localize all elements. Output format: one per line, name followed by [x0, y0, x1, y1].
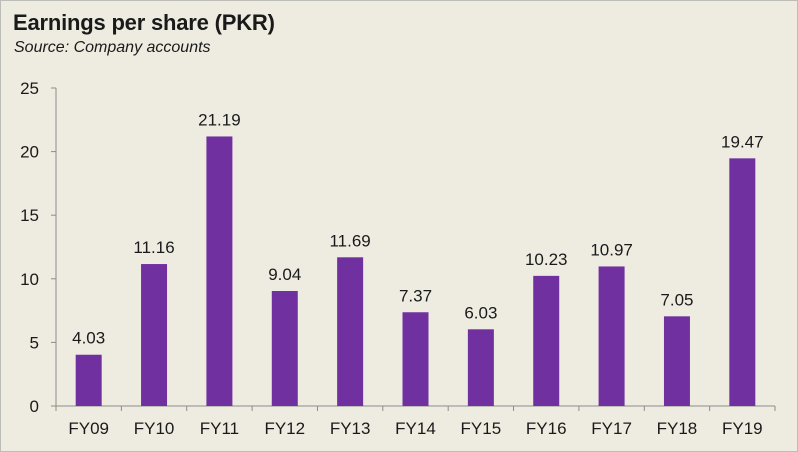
y-tick-label: 10 — [20, 270, 39, 289]
y-tick-label: 25 — [20, 79, 39, 98]
bar-fy09 — [75, 354, 102, 406]
x-axis: FY09 FY10 FY11 FY12 FY13 FY14 FY15 FY16 FY17 FY18… — [55, 405, 776, 438]
data-label: 7.37 — [399, 286, 432, 305]
x-tick-label: FY19 — [722, 419, 763, 438]
bars — [75, 136, 756, 406]
data-label: 7.05 — [660, 290, 693, 309]
x-tick-label: FY13 — [330, 419, 371, 438]
y-axis: 0 5 10 15 20 25 — [20, 79, 57, 416]
data-label: 10.23 — [525, 250, 568, 269]
data-label: 11.69 — [329, 231, 370, 250]
bar-fy16 — [533, 275, 560, 406]
y-tick-label: 15 — [20, 206, 39, 225]
x-tick-label: FY14 — [395, 419, 436, 438]
chart-title: Earnings per share (PKR) — [13, 10, 275, 35]
y-tick-label: 20 — [20, 143, 39, 162]
bar-fy13 — [337, 257, 364, 406]
bar-fy19 — [729, 158, 756, 406]
data-label: 21.19 — [198, 110, 241, 129]
bar-fy18 — [663, 316, 690, 406]
y-tick-label: 5 — [30, 333, 39, 352]
x-tick-label: FY10 — [134, 419, 175, 438]
x-tick-label: FY17 — [591, 419, 632, 438]
data-labels: 4.03 11.16 21.19 9.04 11.69 7.37 6.03 10.23 10.9… — [72, 110, 763, 347]
x-tick-label: FY18 — [657, 419, 698, 438]
data-label: 4.03 — [72, 329, 105, 348]
bar-fy15 — [467, 329, 494, 406]
bar-fy10 — [141, 264, 168, 406]
data-label: 9.04 — [268, 265, 301, 284]
chart-subtitle: Source: Company accounts — [14, 39, 211, 56]
y-tick-label: 0 — [30, 397, 39, 416]
data-label: 6.03 — [464, 303, 497, 322]
data-label: 11.16 — [133, 238, 174, 257]
bar-fy12 — [271, 291, 298, 406]
bar-fy17 — [598, 266, 625, 406]
x-tick-label: FY11 — [200, 419, 239, 438]
x-tick-label: FY12 — [264, 419, 305, 438]
x-tick-label: FY16 — [526, 419, 567, 438]
x-tick-label: FY15 — [461, 419, 502, 438]
bar-fy14 — [402, 312, 429, 406]
bar-fy11 — [206, 136, 233, 406]
x-tick-label: FY09 — [68, 419, 109, 438]
data-label: 10.97 — [590, 240, 633, 259]
data-label: 19.47 — [721, 132, 764, 151]
